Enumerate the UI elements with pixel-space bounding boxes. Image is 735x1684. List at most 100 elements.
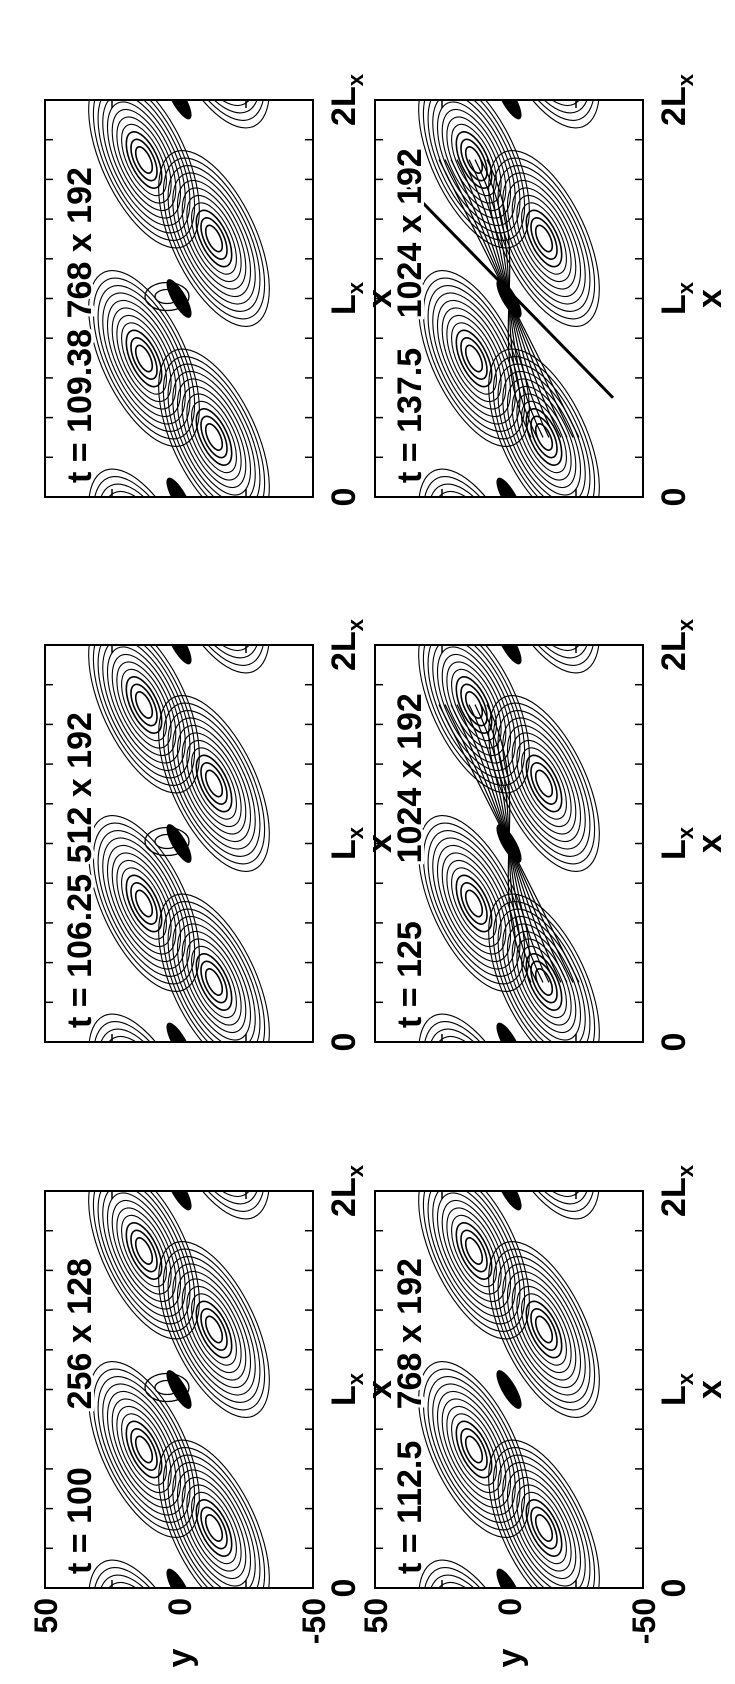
contour-level	[130, 337, 158, 380]
x-tick-label: Lx	[655, 281, 698, 315]
contour-level	[181, 385, 247, 489]
contour-level	[99, 497, 189, 616]
contour-level	[521, 202, 567, 275]
x-tick-label: 0	[325, 1033, 363, 1052]
contour-level	[97, 285, 191, 432]
contour-level	[418, 1013, 530, 1042]
contour-level	[176, 1080, 253, 1182]
contour-level	[172, 100, 256, 107]
contour-level	[116, 661, 172, 749]
contour-level	[432, 1191, 516, 1318]
center-blob	[144, 281, 190, 312]
contour-level	[499, 525, 589, 644]
contour-level	[506, 0, 583, 91]
contour-level	[181, 1476, 247, 1580]
x-point	[496, 477, 522, 497]
contour-level	[158, 348, 270, 497]
contour-level	[191, 945, 237, 1019]
contour-level	[186, 739, 242, 828]
contour-level	[464, 1237, 484, 1265]
contour-level	[451, 867, 497, 940]
contour-level	[462, 541, 485, 572]
contour-level	[455, 874, 493, 933]
contour-level	[119, 1069, 169, 1135]
contour-level	[204, 224, 224, 253]
contour-level	[422, 1021, 526, 1042]
contour-level	[511, 187, 577, 290]
contour-level	[519, 7, 569, 73]
contour-level	[125, 131, 163, 189]
x-tick-label: 2Lx	[655, 73, 698, 126]
contour-level	[126, 533, 163, 582]
grid-label: 512 x 192	[61, 712, 99, 863]
x-tick-label: 0	[655, 488, 693, 507]
contour-level	[158, 150, 270, 327]
contour-level	[169, 525, 259, 644]
contour-level	[92, 476, 196, 497]
contour-level	[497, 100, 591, 114]
contour-level	[172, 915, 256, 1042]
contour-level	[422, 1033, 525, 1170]
contour-level	[422, 1191, 526, 1332]
contour-level	[464, 146, 484, 174]
contour-level	[418, 468, 530, 497]
contour-level	[92, 1021, 196, 1042]
contour-level	[441, 108, 507, 212]
contour-level	[97, 1191, 191, 1325]
contour-level	[158, 1241, 270, 1418]
contour-level	[125, 676, 163, 734]
contour-level	[488, 100, 600, 129]
contour-level	[462, 1632, 485, 1663]
contour-level	[130, 683, 158, 727]
contour-level	[106, 101, 182, 219]
contour-level	[106, 1051, 183, 1153]
x-point	[496, 1568, 522, 1588]
contour-level	[427, 1574, 521, 1588]
center-blob	[154, 1379, 180, 1396]
contour-level	[176, 534, 253, 636]
contour-level	[512, 0, 575, 82]
contour-level	[488, 348, 600, 497]
contour-level	[172, 717, 256, 850]
grid-label: 768 x 192	[391, 1258, 429, 1409]
contour-level	[195, 1300, 233, 1359]
contour-level	[511, 385, 577, 489]
x-axis-label: x	[691, 834, 729, 853]
contour-level	[451, 322, 497, 395]
y-tick-label: 50	[28, 1598, 64, 1634]
contour-level	[427, 1376, 521, 1523]
contour-level	[116, 859, 172, 948]
contour-level	[436, 299, 512, 418]
contour-level	[191, 400, 237, 474]
contour-level	[116, 1207, 172, 1295]
contour-level	[172, 1461, 256, 1588]
contour-level	[119, 524, 169, 590]
y-tick-label: -50	[296, 1598, 332, 1644]
contour-level	[502, 100, 586, 107]
contour-level	[97, 645, 191, 779]
contour-level	[158, 100, 270, 129]
contour-level	[502, 172, 586, 305]
contour-level	[200, 960, 228, 1004]
contour-level	[181, 732, 247, 835]
x-axis-label: x	[691, 289, 729, 308]
x-point	[166, 100, 192, 120]
contour-level	[525, 209, 563, 268]
contour-level	[116, 1405, 172, 1494]
contour-level	[511, 1278, 577, 1381]
contour-level	[186, 1285, 242, 1374]
contour-level	[162, 645, 266, 666]
contour-level	[196, 1107, 233, 1156]
contour-level	[130, 882, 158, 925]
contour-level	[502, 645, 586, 652]
contour-level	[534, 423, 554, 451]
contour-level	[502, 717, 586, 850]
contour-level	[196, 16, 233, 65]
contour-level	[422, 488, 525, 625]
contour-level	[427, 1191, 521, 1325]
contour-level	[432, 1383, 516, 1516]
contour-level	[526, 561, 563, 610]
x-tick-label: 0	[325, 488, 363, 507]
contour-level	[111, 108, 177, 212]
